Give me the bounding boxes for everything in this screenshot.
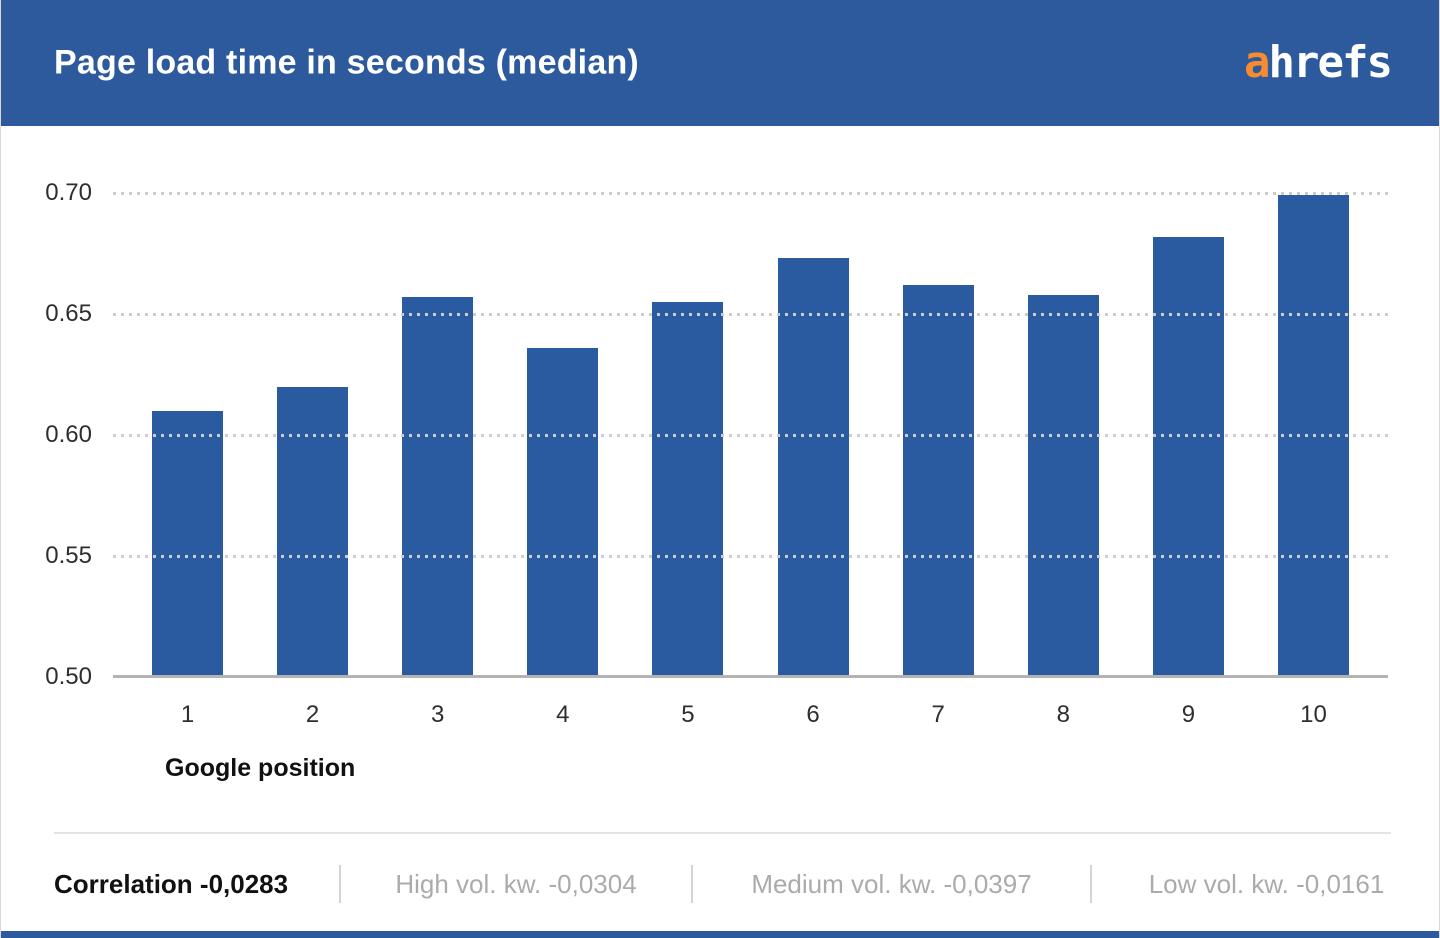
y-tick-label: 0.65	[45, 300, 92, 327]
bottom-accent-strip	[1, 931, 1439, 938]
bar-position-6	[777, 258, 849, 677]
stat-low-vol-kw: Low vol. kw. -0,0161	[1148, 868, 1385, 899]
stat-high-vol-kw: High vol. kw. -0,0304	[341, 865, 693, 903]
bar-position-4	[527, 347, 599, 677]
x-axis-title: Google position	[165, 754, 356, 782]
footer-stats: Correlation -0,0283 High vol. kw. -0,030…	[1, 865, 1439, 903]
ahrefs-logo-rest: hrefs	[1268, 37, 1393, 88]
y-tick-label: 0.50	[45, 663, 92, 690]
gridline	[113, 313, 1388, 316]
x-tick-label: 1	[180, 701, 195, 728]
ahrefs-logo-letter-a: a	[1244, 37, 1270, 88]
bar-position-9	[1152, 236, 1224, 677]
bar-position-5	[652, 301, 724, 677]
x-axis-line	[113, 675, 1388, 678]
x-axis: 1 2 3 4 5 6 7 8 9 10	[113, 701, 1388, 729]
x-tick-label: 2	[305, 701, 320, 728]
footer-divider-line	[54, 832, 1391, 834]
x-tick-label: 7	[931, 701, 945, 728]
y-tick-label: 0.70	[45, 179, 92, 206]
page-title: Page load time in seconds (median)	[54, 43, 639, 82]
x-tick-label: 3	[431, 701, 445, 728]
y-tick-label: 0.55	[45, 542, 92, 569]
y-tick-label: 0.60	[45, 421, 92, 448]
x-tick-label: 8	[1056, 701, 1070, 728]
gridline	[113, 434, 1388, 437]
bar-position-1	[152, 410, 223, 677]
ahrefs-logo: ahrefs	[1244, 41, 1393, 85]
header-bar: Page load time in seconds (median) ahref…	[1, 0, 1439, 126]
bar-position-7	[902, 284, 974, 677]
bar-position-3	[402, 297, 474, 677]
x-tick-label: 9	[1181, 701, 1196, 728]
x-tick-label: 10	[1300, 701, 1327, 728]
x-tick-label: 5	[681, 701, 695, 728]
bar-position-8	[1027, 294, 1099, 677]
bar-position-2	[277, 386, 349, 677]
gridline	[113, 555, 1388, 558]
x-tick-label: 4	[556, 701, 570, 728]
stat-correlation: Correlation -0,0283	[1, 865, 341, 903]
x-tick-label: 6	[806, 701, 820, 728]
gridline	[113, 192, 1388, 195]
stat-medium-vol-kw: Medium vol. kw. -0,0397	[693, 865, 1092, 903]
plot-area	[113, 192, 1388, 678]
y-axis: 0.70 0.65 0.60 0.55 0.50	[1, 179, 101, 690]
